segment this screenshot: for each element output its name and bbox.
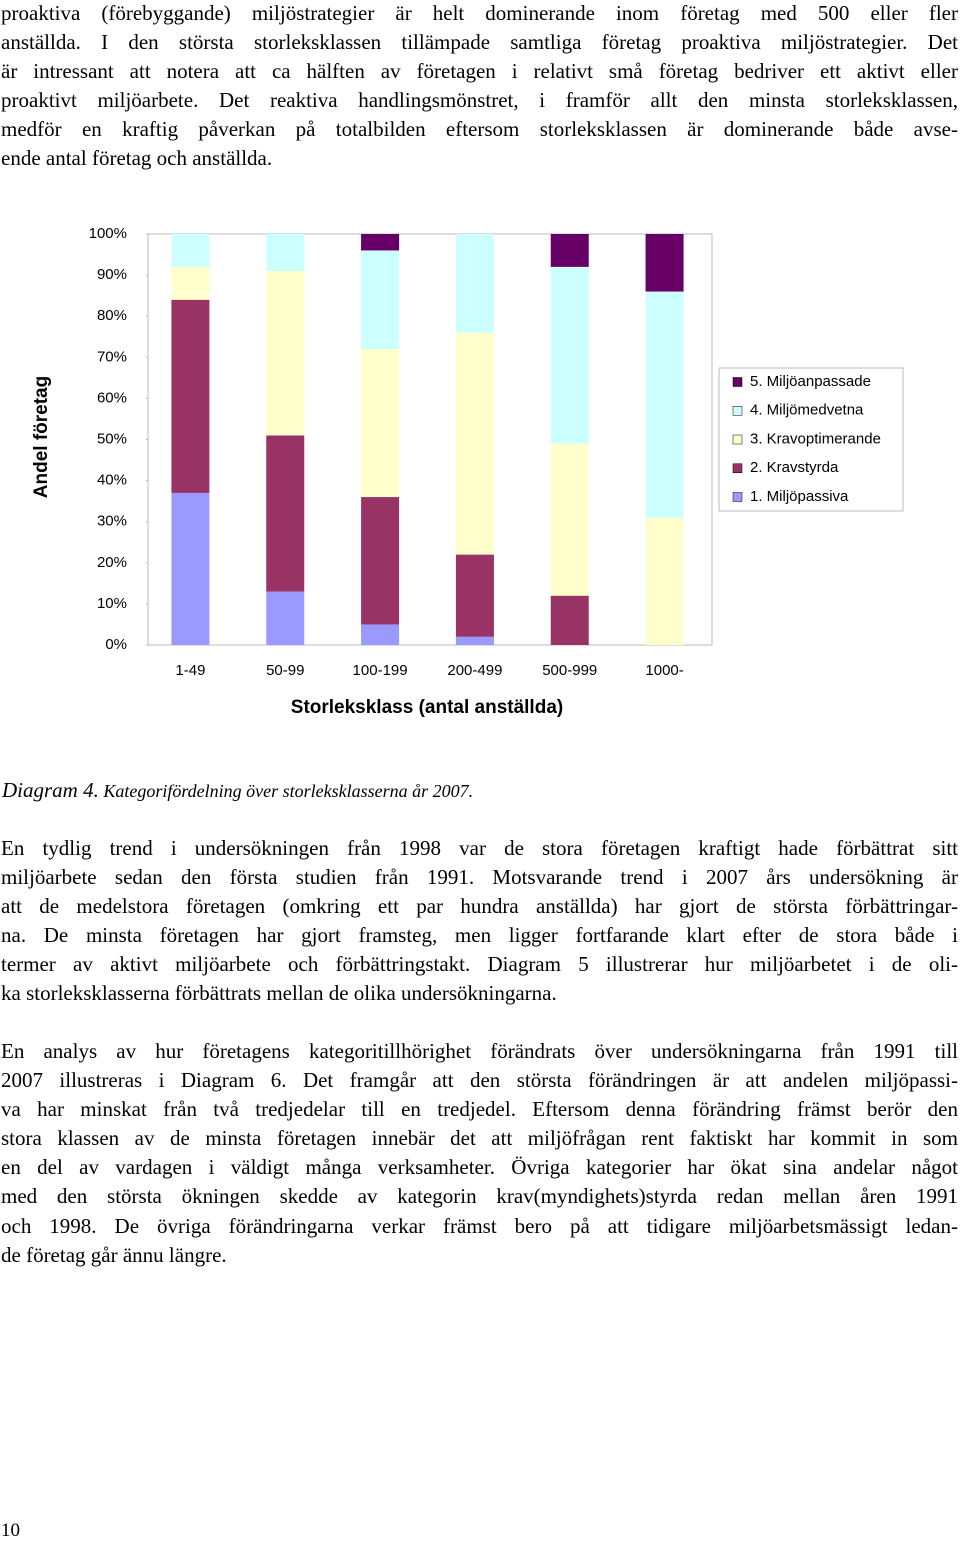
legend-label: 2. Kravstyrda — [750, 459, 839, 476]
x-tick-label: 50-99 — [266, 662, 304, 679]
bar-segment — [455, 234, 494, 333]
paragraph: proaktiva (förebyggande) miljöstrategier… — [1, 0, 958, 174]
bar-segment — [361, 497, 400, 625]
text-line: en del av vardagen i väldigt många verks… — [1, 1155, 958, 1180]
legend-label: 5. Miljöanpassade — [750, 373, 871, 390]
legend-label: 1. Miljöpassiva — [750, 488, 849, 505]
bar-segment — [266, 234, 305, 271]
x-axis-title: Storleksklass (antal anställda) — [291, 697, 563, 718]
caption-label: Diagram 4. — [2, 778, 99, 802]
x-tick-label: 1000- — [645, 662, 683, 679]
text-line: anställda. I den största storleksklassen… — [1, 29, 958, 54]
y-tick-label: 90% — [97, 266, 127, 283]
legend-label: 3. Kravoptimerande — [750, 430, 881, 447]
y-tick-label: 20% — [97, 554, 127, 571]
figure-caption: Diagram 4. Kategorifördelning över storl… — [2, 778, 473, 803]
bar-segment — [455, 636, 494, 645]
text-line: med den största ökningen skedde av kateg… — [1, 1184, 958, 1209]
x-tick-label: 500-999 — [542, 662, 597, 679]
bar-segment — [645, 517, 684, 645]
bar-segment — [361, 349, 400, 498]
bar-segment — [266, 591, 305, 645]
legend-swatch — [732, 492, 743, 502]
x-tick-label: 200-499 — [447, 662, 502, 679]
text-line: är intressant att notera att ca hälften … — [1, 58, 958, 83]
x-tick-label: 100-199 — [353, 662, 408, 679]
paragraph: En tydlig trend i undersökningen från 19… — [1, 834, 958, 1009]
text-line: proaktivt miljöarbete. Det reaktiva hand… — [1, 88, 958, 113]
bar-segment — [361, 250, 400, 350]
text-line: att de medelstora företagen (omkring ett… — [1, 893, 958, 918]
text-line: 2007 illustreras i Diagram 6. Det framgå… — [1, 1067, 958, 1092]
chart: 0% 10% 20% 30% 40% 50% 60% 70% 80% 90% 100% 1-49 50-… — [31, 225, 904, 718]
text-line: ka storleksklasserna förbättrats mellan … — [1, 981, 557, 1006]
legend-swatch — [732, 434, 743, 445]
bar-segment — [266, 270, 305, 436]
bar-segment — [550, 595, 589, 645]
text-line: proaktiva (förebyggande) miljöstrategier… — [1, 0, 958, 25]
text-line: En analys av hur företagens kategoritill… — [1, 1038, 958, 1063]
bar-segment — [550, 234, 589, 267]
y-tick-label: 50% — [97, 430, 127, 447]
y-tick-label: 10% — [97, 595, 127, 612]
bar-segment — [171, 492, 210, 645]
bar-segment — [645, 291, 684, 518]
bar-segment — [361, 234, 400, 251]
caption-text: Kategorifördelning över storleksklassern… — [103, 781, 474, 801]
y-tick-label: 60% — [97, 389, 127, 406]
text-line: na. De minsta företagen har gjort framst… — [1, 923, 958, 948]
y-tick-label: 40% — [97, 472, 127, 489]
bar-segment — [550, 443, 589, 596]
y-tick-label: 0% — [105, 636, 127, 653]
bar-segment — [171, 299, 210, 493]
text-line: En tydlig trend i undersökningen från 19… — [1, 835, 958, 860]
text-line: medför en kraftig påverkan på totalbilde… — [1, 117, 958, 142]
bar-segment — [361, 624, 400, 645]
text-line: och 1998. De övriga förändringarna verka… — [1, 1213, 958, 1238]
legend-swatch — [732, 406, 743, 416]
text-line: ende antal företag och anställda. — [1, 146, 273, 171]
text-line: de företag går ännu längre. — [1, 1242, 227, 1267]
text-line: termer av aktivt miljöarbete och förbätt… — [1, 952, 958, 977]
y-tick-label: 30% — [97, 513, 127, 530]
text-line: miljöarbete sedan den första studien frå… — [1, 864, 958, 889]
text-line: stora klassen av de minsta företagen inn… — [1, 1126, 958, 1151]
x-tick-label: 1-49 — [175, 662, 205, 679]
bar-segment — [266, 435, 305, 592]
bar-segment — [171, 266, 210, 300]
bar-segment — [455, 554, 494, 637]
text-line: va har minskat från två tredjedelar till… — [1, 1096, 958, 1121]
y-tick-label: 80% — [97, 307, 127, 324]
bar-segment — [550, 266, 589, 444]
page-number: 10 — [1, 1520, 20, 1541]
legend-label: 4. Miljömedvetna — [750, 402, 864, 419]
y-axis-title: Andel företag — [31, 376, 52, 498]
legend-swatch — [732, 377, 743, 387]
y-tick-label: 100% — [89, 225, 127, 242]
bar-segment — [455, 332, 494, 555]
legend-swatch — [732, 463, 743, 473]
bar-segment — [645, 234, 684, 292]
bar-segment — [171, 234, 210, 267]
legend-box — [718, 367, 904, 512]
y-tick-label: 70% — [97, 348, 127, 365]
paragraph: En analys av hur företagens kategoritill… — [1, 1037, 958, 1271]
plot-area — [147, 233, 713, 646]
